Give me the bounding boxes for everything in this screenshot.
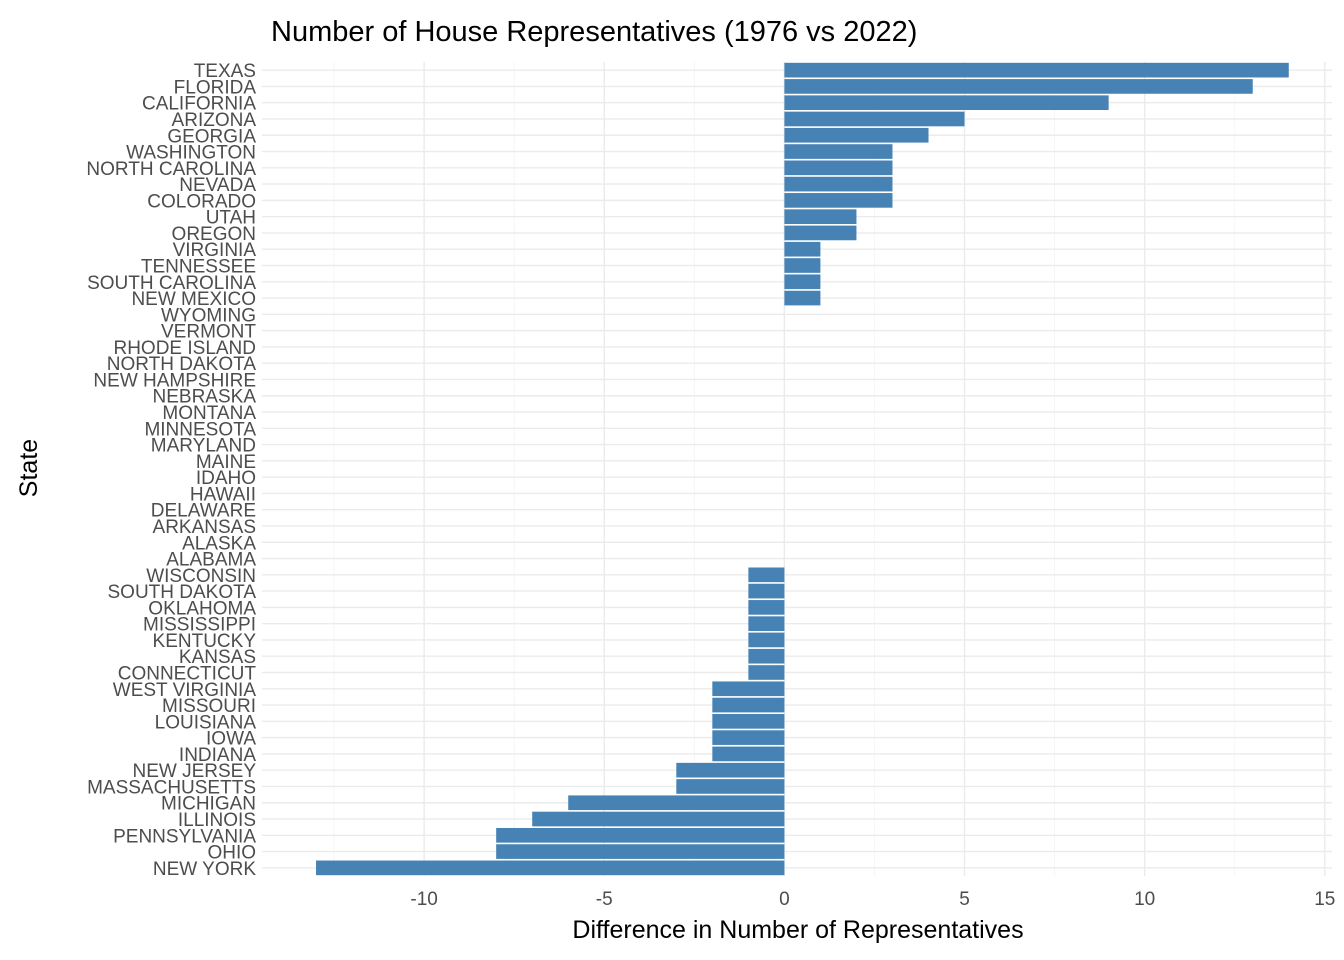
bar [784,274,821,290]
y-tick-label: RHODE ISLAND [113,338,256,359]
bar [784,241,821,257]
bar [748,665,785,680]
bar [784,160,893,176]
y-tick-label: SOUTH CAROLINA [87,273,256,294]
x-tick-label: -5 [596,889,613,910]
bar [784,111,965,127]
bar [784,193,893,208]
y-tick-label: KENTUCKY [153,631,257,652]
bar [784,95,1109,111]
y-tick-label: IOWA [206,729,256,750]
y-tick-label: MISSISSIPPI [143,615,256,636]
y-tick-label: MINNESOTA [144,419,256,440]
bar [748,616,785,631]
bar [784,79,1253,94]
y-tick-labels: TEXASFLORIDACALIFORNIAARIZONAGEORGIAWASH… [86,61,256,880]
bar [532,811,785,827]
y-tick-label: CALIFORNIA [142,94,256,115]
y-tick-label: GEORGIA [167,126,256,147]
y-tick-label: VERMONT [161,322,256,343]
y-tick-label: ILLINOIS [178,810,256,831]
bar [784,127,929,143]
y-tick-label: UTAH [206,208,256,229]
bar [316,860,785,876]
y-tick-label: NEW JERSEY [132,761,256,782]
y-tick-label: FLORIDA [174,77,257,98]
y-tick-label: NEBRASKA [153,387,257,408]
y-tick-label: KANSAS [179,647,256,668]
bar [712,746,785,762]
bar [712,730,785,745]
y-tick-label: MICHIGAN [161,794,256,815]
y-tick-label: VIRGINIA [173,240,257,261]
bar [784,290,821,306]
y-tick-label: PENNSYLVANIA [113,826,256,847]
bar [496,827,785,843]
y-tick-label: MONTANA [162,403,256,424]
y-tick-label: NEW YORK [153,859,256,880]
x-tick-label: 0 [779,889,790,910]
bar [712,714,785,729]
bar [676,779,785,794]
bar [748,632,785,648]
y-tick-label: NEW MEXICO [131,289,256,310]
y-tick-label: TENNESSEE [141,257,256,278]
bar [784,176,893,192]
bar [712,681,785,697]
bar [748,567,785,583]
y-tick-label: ALABAMA [166,550,256,571]
y-tick-label: COLORADO [147,191,256,212]
y-tick-label: NORTH CAROLINA [86,159,256,180]
bar [496,844,785,859]
bar [784,209,857,224]
y-tick-label: ARIZONA [172,110,257,131]
bar [676,762,785,778]
y-tick-label: NEW HAMPSHIRE [93,370,256,391]
y-tick-label: NORTH DAKOTA [107,354,257,375]
y-tick-label: OKLAHOMA [148,598,256,619]
y-tick-label: DELAWARE [151,501,256,522]
y-tick-label: MAINE [196,452,256,473]
y-tick-label: MISSOURI [162,696,256,717]
y-tick-label: OREGON [172,224,256,245]
x-tick-labels: -10 -5 0 5 10 15 [410,889,1335,910]
bar [784,144,893,159]
x-tick-label: 5 [959,889,970,910]
x-axis-title: Difference in Number of Representatives [572,916,1023,944]
y-tick-label: HAWAII [190,484,256,505]
y-tick-label: WEST VIRGINIA [113,680,257,701]
x-tick-label: -10 [410,889,437,910]
y-tick-label: WASHINGTON [126,143,256,164]
bar [748,583,785,599]
bar [712,697,785,713]
bars [316,62,1289,876]
y-tick-label: LOUISIANA [155,712,257,733]
chart-title: Number of House Representatives (1976 vs… [271,16,917,48]
x-tick-label: 10 [1134,889,1155,910]
y-tick-label: OHIO [207,843,256,864]
y-tick-label: IDAHO [196,468,256,489]
bar [748,648,785,664]
y-axis-title: State [15,439,43,497]
y-tick-label: ARKANSAS [153,517,256,538]
bar [748,600,785,615]
bar [784,258,821,273]
y-tick-label: SOUTH DAKOTA [108,582,257,603]
y-tick-label: MASSACHUSETTS [87,777,256,798]
bar [568,795,785,811]
y-tick-label: ALASKA [182,533,256,554]
y-tick-label: MARYLAND [151,436,256,457]
x-tick-label: 15 [1314,889,1335,910]
bar [784,225,857,241]
bar [784,62,1289,78]
y-tick-label: NEVADA [179,175,256,196]
y-tick-label: INDIANA [179,745,256,766]
y-tick-label: WISCONSIN [146,566,256,587]
y-tick-label: TEXAS [194,61,256,82]
y-tick-label: WYOMING [161,305,256,326]
y-tick-label: CONNECTICUT [118,664,257,685]
